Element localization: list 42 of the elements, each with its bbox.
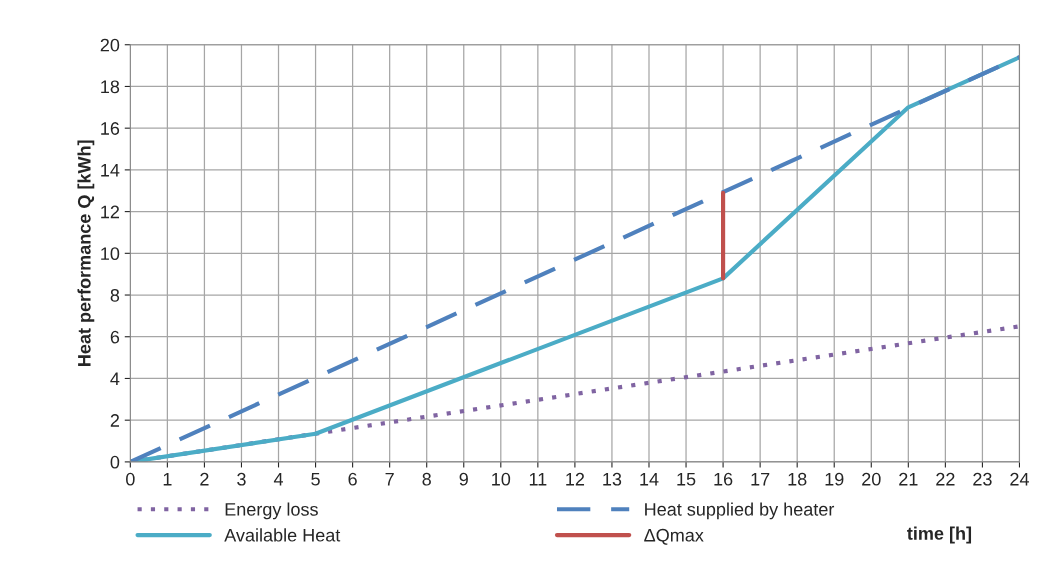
x-tick-label: 10 bbox=[492, 472, 511, 486]
x-tick-label: 1 bbox=[163, 472, 172, 486]
y-tick-label: 10 bbox=[101, 247, 120, 261]
y-tick-label: 0 bbox=[110, 455, 120, 469]
y-axis-title: Heat performance Q [kWh] bbox=[77, 140, 95, 366]
x-tick-label: 5 bbox=[311, 472, 320, 486]
legend-label: ΔQmax bbox=[644, 528, 704, 545]
y-tick-label: 12 bbox=[101, 205, 119, 219]
x-tick-label: 12 bbox=[566, 472, 585, 486]
x-tick-label: 15 bbox=[677, 472, 696, 486]
x-tick-label: 14 bbox=[640, 472, 659, 486]
legend-label: Available Heat bbox=[224, 528, 341, 542]
y-tick-label: 8 bbox=[110, 288, 120, 302]
y-tick-label: 18 bbox=[101, 80, 120, 94]
x-tick-label: 18 bbox=[788, 472, 807, 486]
x-tick-label: 7 bbox=[385, 472, 394, 486]
x-tick-label: 23 bbox=[973, 472, 992, 486]
legend-label: Energy loss bbox=[225, 502, 318, 520]
y-tick-label: 20 bbox=[100, 38, 120, 52]
x-tick-label: 19 bbox=[825, 472, 844, 486]
x-tick-label: 21 bbox=[899, 472, 918, 486]
x-tick-label: 20 bbox=[862, 472, 881, 486]
x-tick-label: 2 bbox=[200, 472, 209, 486]
x-tick-label: 24 bbox=[1010, 472, 1029, 486]
y-tick-label: 2 bbox=[110, 414, 119, 427]
x-tick-label: 13 bbox=[603, 472, 622, 486]
x-tick-label: 6 bbox=[348, 472, 357, 486]
x-tick-label: 11 bbox=[529, 472, 547, 486]
x-tick-label: 3 bbox=[237, 472, 246, 486]
y-tick-label: 6 bbox=[110, 330, 120, 344]
y-tick-label: 4 bbox=[110, 372, 120, 386]
x-tick-label: 16 bbox=[714, 472, 733, 486]
x-tick-label: 17 bbox=[751, 472, 770, 486]
legend-label: Heat supplied by heater bbox=[645, 502, 835, 520]
x-tick-label: 4 bbox=[273, 472, 284, 486]
x-axis-title: time [h] bbox=[907, 526, 972, 544]
x-tick-label: 8 bbox=[422, 472, 431, 486]
x-tick-label: 0 bbox=[126, 472, 135, 486]
x-tick-label: 9 bbox=[459, 472, 468, 486]
x-tick-label: 22 bbox=[936, 472, 955, 486]
y-tick-label: 14 bbox=[101, 164, 120, 177]
y-tick-label: 16 bbox=[101, 122, 120, 135]
